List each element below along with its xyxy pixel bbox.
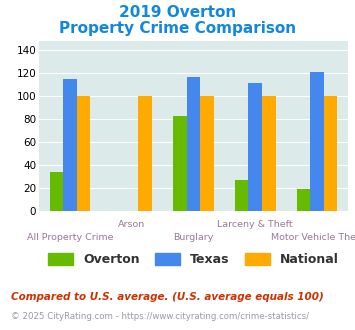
- Text: Motor Vehicle Theft: Motor Vehicle Theft: [271, 233, 355, 242]
- Bar: [248, 82, 262, 211]
- Bar: [173, 116, 187, 211]
- Bar: [138, 96, 152, 211]
- Text: Arson: Arson: [118, 220, 145, 229]
- Bar: [324, 96, 337, 211]
- Bar: [235, 180, 248, 211]
- Bar: [50, 172, 63, 211]
- Bar: [63, 79, 77, 211]
- Bar: [297, 189, 310, 211]
- Text: Compared to U.S. average. (U.S. average equals 100): Compared to U.S. average. (U.S. average …: [11, 292, 323, 302]
- Text: 2019 Overton: 2019 Overton: [119, 5, 236, 20]
- Bar: [77, 96, 90, 211]
- Text: © 2025 CityRating.com - https://www.cityrating.com/crime-statistics/: © 2025 CityRating.com - https://www.city…: [11, 312, 308, 321]
- Bar: [310, 72, 324, 211]
- Text: Burglary: Burglary: [173, 233, 214, 242]
- Text: Larceny & Theft: Larceny & Theft: [217, 220, 293, 229]
- Text: All Property Crime: All Property Crime: [27, 233, 113, 242]
- Bar: [187, 77, 200, 211]
- Bar: [262, 96, 275, 211]
- Legend: Overton, Texas, National: Overton, Texas, National: [49, 252, 338, 266]
- Bar: [200, 96, 214, 211]
- Text: Property Crime Comparison: Property Crime Comparison: [59, 21, 296, 36]
